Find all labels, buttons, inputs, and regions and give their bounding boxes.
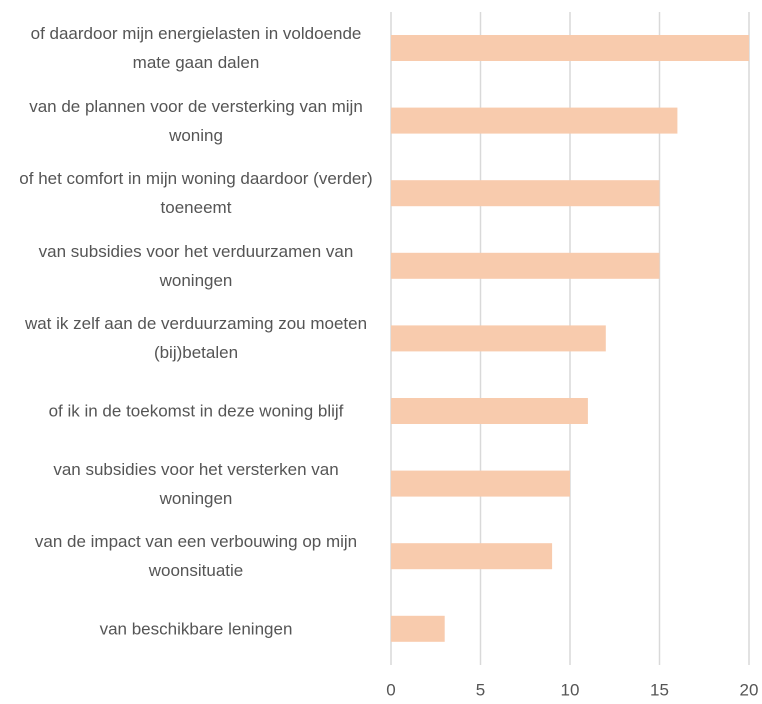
x-tick-label: 10	[561, 680, 580, 699]
y-tick-label: of ik in de toekomst in deze woning blij…	[48, 401, 344, 421]
y-tick-label: van subsidies voor het versterken van wo…	[53, 459, 339, 508]
y-tick-label: van de plannen voor de versterking van m…	[29, 96, 363, 145]
bar	[391, 325, 606, 352]
bar	[391, 398, 588, 424]
y-tick-label: van de impact van een verbouwing op mijn…	[34, 532, 358, 581]
bar	[391, 615, 445, 642]
y-tick-label: of daardoor mijn energielasten in voldoe…	[30, 24, 362, 72]
x-tick-label: 5	[476, 680, 485, 699]
x-tick-label: 15	[650, 680, 669, 699]
bar	[391, 180, 660, 207]
bar	[391, 35, 749, 61]
y-tick-label: wat ik zelf aan de verduurzaming zou moe…	[24, 314, 368, 363]
y-tick-label: van beschikbare leningen	[99, 619, 293, 639]
bar	[391, 543, 553, 570]
y-tick-label: of het comfort in mijn woning daardoor (…	[19, 169, 373, 218]
y-tick-label: van subsidies voor het verduurzamen van …	[38, 241, 354, 290]
bar	[391, 252, 660, 279]
bar	[391, 470, 570, 497]
bar	[391, 107, 678, 134]
x-tick-label: 0	[386, 680, 395, 699]
x-tick-label: 20	[740, 680, 759, 699]
